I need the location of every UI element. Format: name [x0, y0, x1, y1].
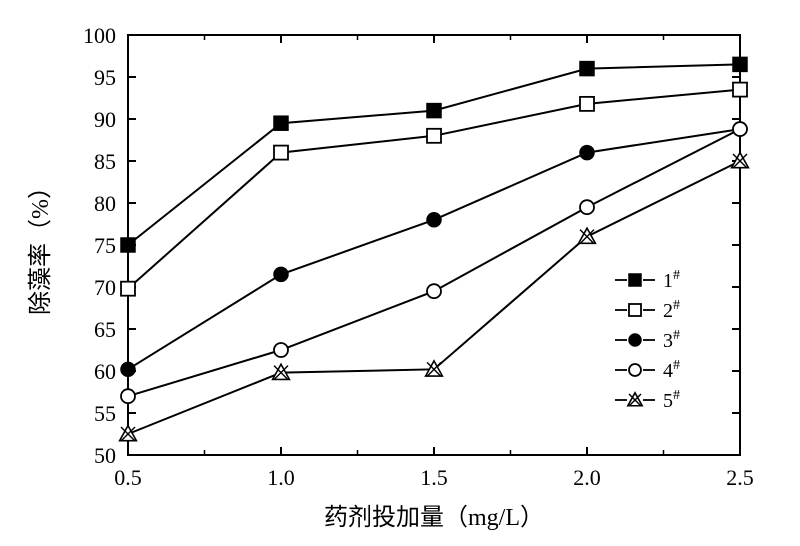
y-tick-label: 75	[94, 233, 116, 258]
y-tick-label: 65	[94, 317, 116, 342]
y-tick-label: 55	[94, 401, 116, 426]
y-tick-label: 80	[94, 191, 116, 216]
data-marker	[121, 282, 135, 296]
data-marker	[121, 362, 135, 376]
x-tick-label: 2.0	[573, 465, 601, 490]
data-marker	[274, 146, 288, 160]
data-marker	[580, 200, 594, 214]
data-marker	[580, 97, 594, 111]
data-marker	[733, 122, 747, 136]
legend-marker	[629, 274, 641, 286]
data-marker	[733, 83, 747, 97]
data-marker	[427, 129, 441, 143]
y-tick-label: 70	[94, 275, 116, 300]
data-marker	[580, 146, 594, 160]
data-marker	[580, 62, 594, 76]
x-tick-label: 1.0	[267, 465, 295, 490]
x-axis-label: 药剂投加量（mg/L）	[324, 504, 544, 531]
y-tick-label: 85	[94, 149, 116, 174]
x-tick-label: 2.5	[726, 465, 754, 490]
data-marker	[274, 116, 288, 130]
data-marker	[427, 104, 441, 118]
data-marker	[274, 267, 288, 281]
data-marker	[733, 57, 747, 71]
x-tick-label: 1.5	[420, 465, 448, 490]
line-chart: 0.5 1.0 1.5 2.0 2.5 50 55 60 65 70 75 80 85 90 95 100 药剂…	[0, 0, 800, 546]
data-marker	[427, 284, 441, 298]
y-tick-label: 100	[83, 23, 116, 48]
chart-container: 0.5 1.0 1.5 2.0 2.5 50 55 60 65 70 75 80 85 90 95 100 药剂…	[0, 0, 800, 546]
data-marker	[121, 389, 135, 403]
y-tick-label: 60	[94, 359, 116, 384]
y-tick-label: 50	[94, 443, 116, 468]
y-axis-label: 除藻率（%）	[27, 175, 54, 315]
legend-marker	[629, 364, 641, 376]
y-tick-label: 90	[94, 107, 116, 132]
data-marker	[427, 213, 441, 227]
legend-marker	[629, 334, 641, 346]
y-tick-label: 95	[94, 65, 116, 90]
data-marker	[274, 343, 288, 357]
x-tick-label: 0.5	[114, 465, 142, 490]
data-marker	[121, 238, 135, 252]
legend-marker	[629, 304, 641, 316]
